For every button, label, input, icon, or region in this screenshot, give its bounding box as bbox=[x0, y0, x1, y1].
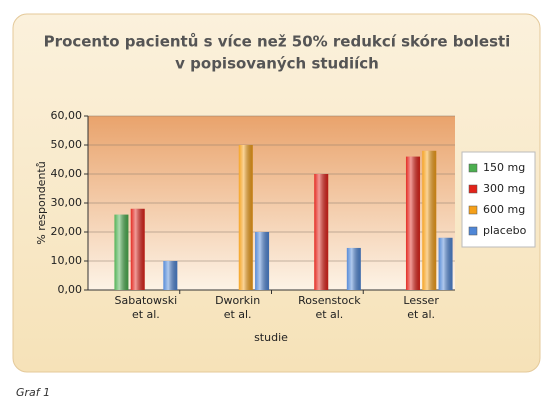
y-tick-label: 10,00 bbox=[51, 254, 83, 267]
x-tick-label: et al. bbox=[224, 308, 252, 321]
legend-swatch bbox=[468, 163, 478, 173]
legend-label: 600 mg bbox=[483, 203, 525, 216]
bar-shine bbox=[346, 247, 361, 290]
bar-shine bbox=[130, 208, 145, 290]
bar-shine bbox=[314, 174, 329, 290]
chart-title: Procento pacientů s více než 50% redukcí… bbox=[44, 33, 511, 51]
legend-label: 300 mg bbox=[483, 182, 525, 195]
x-tick-label: Dworkin bbox=[215, 294, 260, 307]
y-tick-label: 30,00 bbox=[51, 196, 83, 209]
x-tick-label: et al. bbox=[132, 308, 160, 321]
x-tick-label: Rosenstock bbox=[298, 294, 361, 307]
bar-shine bbox=[163, 261, 178, 290]
x-tick-label: et al. bbox=[315, 308, 343, 321]
bar-shine bbox=[405, 156, 420, 290]
y-tick-label: 0,00 bbox=[58, 283, 83, 296]
x-tick-label: Sabatowski bbox=[115, 294, 178, 307]
x-tick-label: Lesser bbox=[403, 294, 439, 307]
legend-swatch bbox=[468, 226, 478, 236]
legend-label: 150 mg bbox=[483, 161, 525, 174]
y-tick-label: 60,00 bbox=[51, 109, 83, 122]
caption: Graf 1 bbox=[16, 386, 50, 399]
bar-shine bbox=[238, 145, 253, 290]
bar-shine bbox=[422, 150, 437, 290]
x-tick-label: et al. bbox=[407, 308, 435, 321]
legend-swatch bbox=[468, 205, 478, 215]
chart-title: v popisovaných studiích bbox=[175, 55, 379, 73]
legend-label: placebo bbox=[483, 224, 527, 237]
legend-swatch bbox=[468, 184, 478, 194]
y-tick-label: 50,00 bbox=[51, 138, 83, 151]
y-tick-label: 40,00 bbox=[51, 167, 83, 180]
bar-shine bbox=[438, 237, 453, 290]
y-axis-label: % respondentů bbox=[35, 161, 48, 244]
x-axis-label: studie bbox=[254, 331, 288, 344]
y-tick-label: 20,00 bbox=[51, 225, 83, 238]
bar-shine bbox=[255, 232, 270, 290]
bar-shine bbox=[114, 214, 129, 290]
